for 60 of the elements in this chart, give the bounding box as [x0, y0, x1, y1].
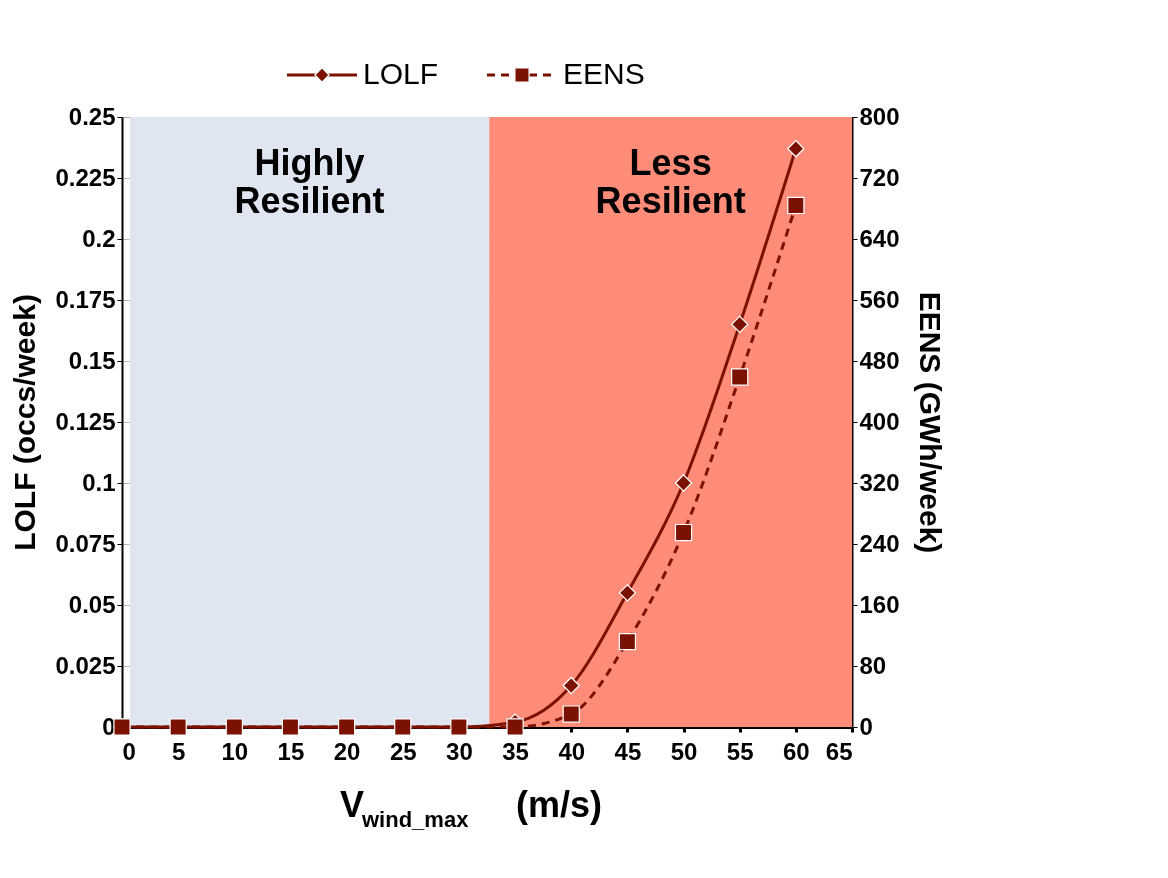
y2-tick-label: 640	[859, 224, 900, 252]
x-tick-label: 45	[614, 737, 642, 765]
x-tick-label: 65	[825, 737, 853, 765]
x-tick-label: 25	[389, 737, 417, 765]
y2-tick-label: 480	[859, 346, 900, 374]
point	[450, 718, 468, 736]
y-tick-label: 0.25	[68, 102, 116, 130]
y-tick-label: 0.2	[82, 224, 116, 252]
y-tick-label: 0.025	[55, 651, 116, 679]
point	[337, 718, 356, 736]
point	[618, 632, 637, 651]
x-tick-label: 55	[726, 737, 754, 765]
x-tick-label: 35	[502, 737, 529, 765]
point	[225, 718, 243, 736]
y-tick-label: 0.125	[55, 407, 116, 435]
y2-tick-label: 240	[859, 529, 900, 557]
y2-tick-label: 800	[859, 102, 900, 130]
point	[731, 368, 749, 386]
y-tick-label: 0.1	[82, 468, 116, 496]
y2-tick-label: 0	[859, 712, 873, 740]
x-tick-label: 60	[782, 737, 810, 765]
point	[113, 718, 131, 736]
legend-label: EENS	[563, 57, 645, 90]
y2-tick-label: 400	[859, 407, 900, 435]
y2-tick-label: 720	[859, 163, 900, 191]
x-tick-label: 20	[333, 737, 361, 765]
x-tick-label: 30	[446, 737, 473, 765]
y-tick-label: 0	[102, 712, 116, 740]
y-tick-label: 0.175	[55, 285, 116, 313]
point	[618, 584, 637, 602]
x-tick-label: 15	[277, 737, 305, 765]
x-tick-label: 40	[558, 737, 586, 765]
point	[394, 718, 412, 736]
y-tick-label: 0.05	[68, 590, 116, 618]
y-tick-label: 0.075	[55, 529, 116, 557]
y-axis-title: LOLF (occs/week)	[8, 294, 42, 551]
y2-tick-label: 80	[859, 651, 887, 679]
point	[731, 315, 749, 334]
y2-axis-title: EENS (GWh/week)	[913, 291, 947, 554]
y-tick-label: 0.225	[55, 163, 116, 191]
point	[562, 705, 580, 723]
point	[674, 523, 693, 542]
x-tick-label: 5	[171, 737, 186, 765]
y2-tick-label: 320	[859, 468, 900, 496]
x-tick-label: 50	[670, 737, 698, 765]
x-tick-label: 0	[122, 737, 136, 765]
point	[562, 676, 580, 695]
y2-tick-label: 560	[859, 285, 900, 313]
point	[787, 140, 805, 158]
y2-tick-label: 160	[859, 590, 900, 618]
point	[169, 718, 187, 736]
point	[674, 474, 693, 492]
band-label: Highly Resilient	[234, 142, 385, 221]
point	[506, 718, 524, 736]
band-label: Less Resilient	[595, 142, 746, 221]
point	[281, 718, 300, 736]
point	[787, 196, 805, 215]
y-tick-label: 0.15	[68, 346, 116, 374]
x-tick-label: 10	[221, 737, 249, 765]
legend-label: LOLF	[363, 57, 439, 90]
